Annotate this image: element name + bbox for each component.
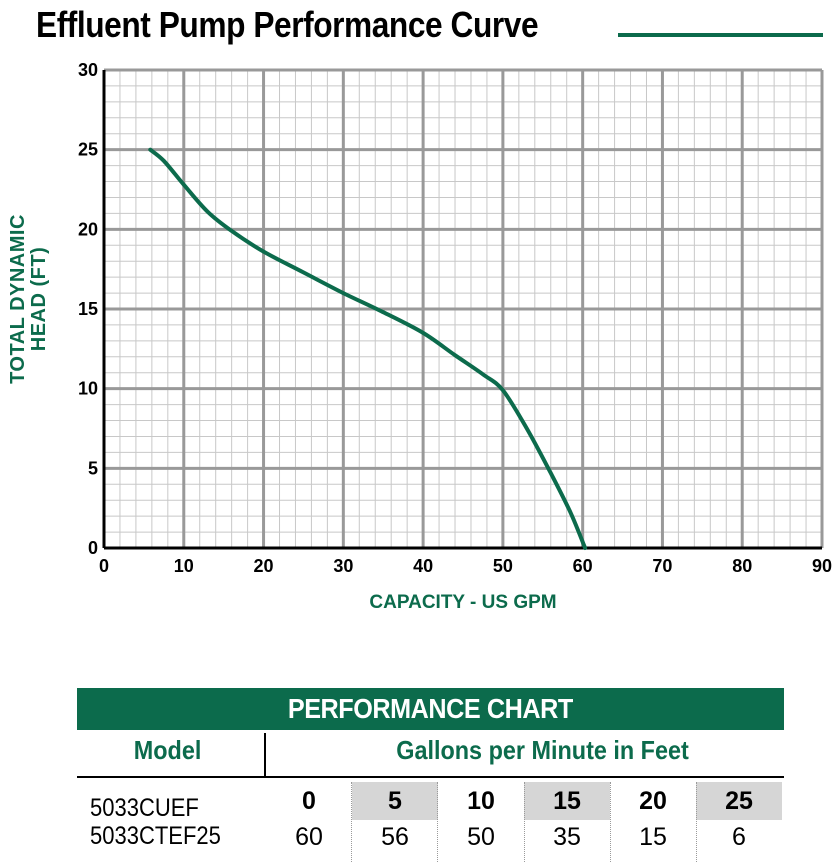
y-tick-label: 10 [78,379,98,399]
x-axis-label: CAPACITY - US GPM [369,592,557,613]
y-axis-label: TOTAL DYNAMIC HEAD (FT) [7,159,50,439]
y-tick-label: 5 [88,458,98,478]
head-cell: 60 [295,822,323,851]
x-tick-label: 60 [573,556,593,576]
column-divider [264,733,266,777]
x-tick-label: 50 [493,556,513,576]
gpm-cell: 20 [610,782,696,820]
head-cell: 50 [467,822,495,851]
gpm-cell: 5 [352,782,438,820]
model-name: 5033CUEF [90,794,199,822]
gpm-cell: 0 [266,782,352,820]
x-tick-label: 40 [413,556,433,576]
y-tick-label: 30 [78,60,98,80]
y-tick-label: 25 [78,140,98,160]
model-column-header: Model [130,735,205,766]
x-tick-label: 80 [732,556,752,576]
gpm-cell: 10 [438,782,524,820]
gpm-column-label: Gallons per Minute in Feet [396,735,689,765]
head-cell: 6 [732,822,746,851]
model-list: 5033CUEF 5033CTEF25 [90,794,239,850]
head-cell: 56 [381,822,409,851]
head-cell: 15 [639,822,667,851]
x-tick-label: 0 [99,556,109,576]
x-tick-label: 10 [174,556,194,576]
x-tick-label: 30 [333,556,353,576]
performance-chart-header: PERFORMANCE CHART [77,688,784,730]
x-tick-label: 20 [254,556,274,576]
gpm-column-header: Gallons per Minute in Feet [380,735,705,766]
title-rule [618,33,823,37]
y-tick-label: 0 [88,538,98,558]
x-tick-label: 90 [812,556,832,576]
table-header-rule [77,776,784,778]
performance-chart-title: PERFORMANCE CHART [288,693,573,724]
y-tick-label: 15 [78,299,98,319]
gpm-cell: 15 [524,782,610,820]
model-column-label: Model [133,735,202,765]
gpm-cell: 25 [696,782,782,820]
page-title: Effluent Pump Performance Curve [36,4,539,45]
gpm-row: 0 5 10 15 20 25 [266,782,782,820]
head-row: 60 56 50 35 15 6 [266,820,782,854]
model-name: 5033CTEF25 [90,822,221,850]
y-axis-label-line-2: HEAD (FT) [28,246,50,352]
y-axis-label-line-1: TOTAL DYNAMIC [7,214,29,384]
performance-curve-chart: 0 10 20 30 40 50 60 70 80 90 0 5 10 15 20 25 30 [78,60,832,576]
head-cell: 35 [553,822,581,851]
y-tick-label: 20 [78,219,98,239]
performance-curve-line [148,147,588,550]
x-tick-label: 70 [652,556,672,576]
